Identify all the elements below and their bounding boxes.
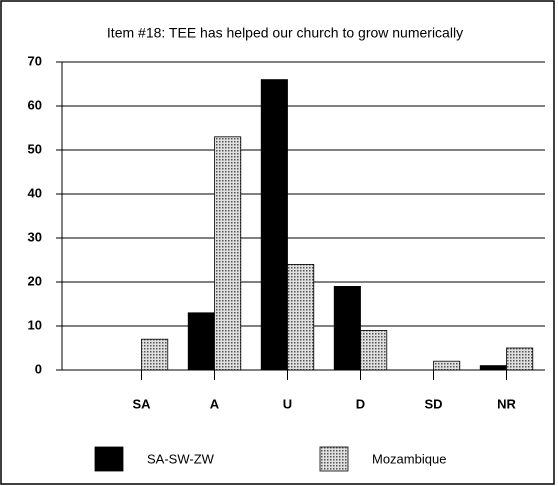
- bar: [141, 338, 169, 371]
- y-tick-label: 20: [28, 273, 42, 288]
- y-tick-label: 0: [35, 361, 42, 376]
- y-tick-label: 50: [28, 141, 42, 156]
- legend-label: Mozambique: [372, 451, 446, 466]
- legend-swatch: [94, 446, 124, 472]
- x-tick-label: A: [210, 396, 220, 411]
- x-tick-label: SD: [424, 396, 442, 411]
- bar: [433, 360, 461, 371]
- y-tick-label: 70: [28, 53, 42, 68]
- x-tick-label: D: [356, 396, 365, 411]
- bar: [333, 285, 361, 371]
- bar: [214, 136, 242, 371]
- y-tick-label: 30: [28, 229, 42, 244]
- bar: [287, 263, 315, 371]
- bar: [260, 79, 288, 371]
- legend-swatch: [319, 446, 349, 472]
- bar: [187, 312, 215, 371]
- bar: [360, 329, 388, 371]
- bar: [479, 365, 507, 371]
- legend-label: SA-SW-ZW: [147, 451, 215, 466]
- x-tick-label: NR: [497, 396, 516, 411]
- x-tick-label: SA: [132, 396, 151, 411]
- y-tick-label: 10: [28, 317, 42, 332]
- x-tick-label: U: [283, 396, 292, 411]
- y-tick-label: 60: [28, 97, 42, 112]
- chart-title: Item #18: TEE has helped our church to g…: [107, 25, 463, 41]
- y-tick-label: 40: [28, 185, 42, 200]
- bar: [506, 347, 534, 371]
